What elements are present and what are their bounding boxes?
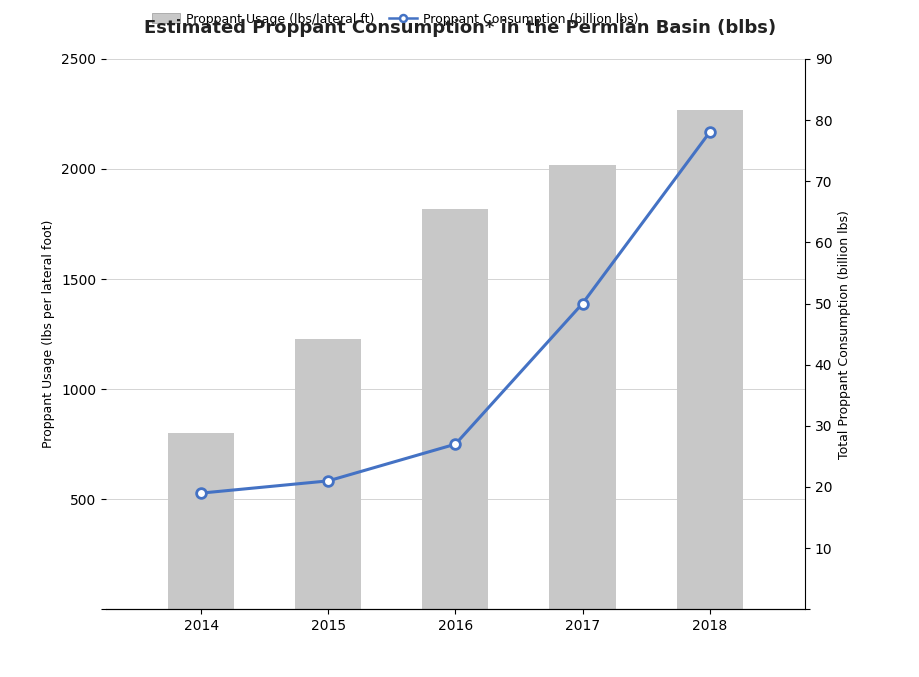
Text: Estimated Proppant Consumption* in the Permian Basin (blbs): Estimated Proppant Consumption* in the P…	[143, 20, 776, 37]
Legend: Proppant Usage (lbs/lateral ft), Proppant Consumption (billion lbs): Proppant Usage (lbs/lateral ft), Proppan…	[147, 7, 642, 30]
Y-axis label: Proppant Usage (lbs per lateral foot): Proppant Usage (lbs per lateral foot)	[42, 220, 55, 448]
Bar	[168, 433, 234, 609]
Bar	[295, 338, 361, 609]
Y-axis label: Total Proppant Consumption (billion lbs): Total Proppant Consumption (billion lbs)	[837, 210, 850, 458]
Bar	[422, 209, 488, 609]
Text: Black Mountain Sand: Black Mountain Sand	[649, 18, 896, 38]
Bar	[549, 165, 615, 609]
Text: Sources: GlobalData, EIA, & OilVoice.com: Sources: GlobalData, EIA, & OilVoice.com	[23, 637, 476, 656]
Bar	[675, 110, 742, 609]
